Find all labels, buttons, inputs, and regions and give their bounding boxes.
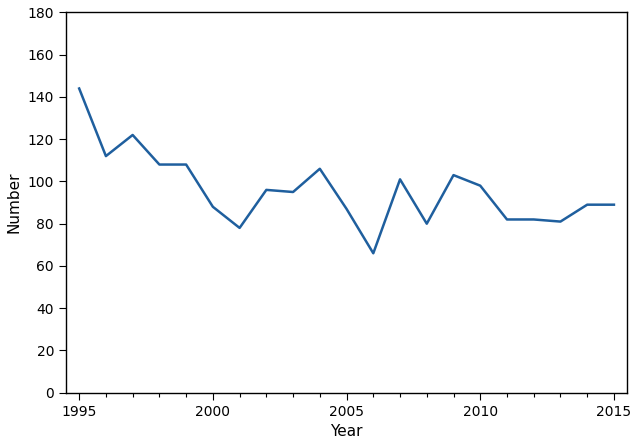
X-axis label: Year: Year xyxy=(330,424,363,439)
Y-axis label: Number: Number xyxy=(7,172,22,233)
